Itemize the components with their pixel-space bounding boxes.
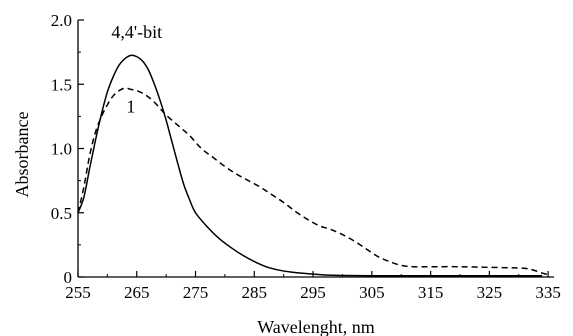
series-4-4-bit-solid-line [77,54,543,277]
x-tick-label: 285 [242,283,268,302]
x-tick-label: 335 [535,283,561,302]
y-tick-label: 2.0 [51,11,72,30]
x-tick-label: 275 [183,283,209,302]
y-tick-label: 1.5 [51,75,72,94]
curves-group [77,54,549,277]
axes-group [77,20,554,278]
y-tick-label: 1.0 [51,140,72,159]
curve-label-1: 1 [126,97,135,117]
x-tick-label: 305 [359,283,385,302]
x-tick-label: 255 [65,283,91,302]
ticks-group: 255 265 275 285 295 305 315 325 335 0 0.5 1.0 1.5 2.0 [51,11,561,302]
series-1-dashed-line [77,87,549,276]
annotations-group: 4,4'-bit 1 [111,22,162,117]
x-tick-label: 265 [124,283,150,302]
x-tick-label: 295 [300,283,326,302]
x-tick-label: 315 [418,283,444,302]
x-tick-label: 325 [477,283,503,302]
y-tick-label: 0.5 [51,204,72,223]
y-axis-title: Absorbance [12,112,32,198]
curve-label-4-4-bit: 4,4'-bit [111,22,162,42]
y-tick-label: 0 [64,268,73,287]
x-axis-title: Wavelenght, nm [257,317,375,336]
